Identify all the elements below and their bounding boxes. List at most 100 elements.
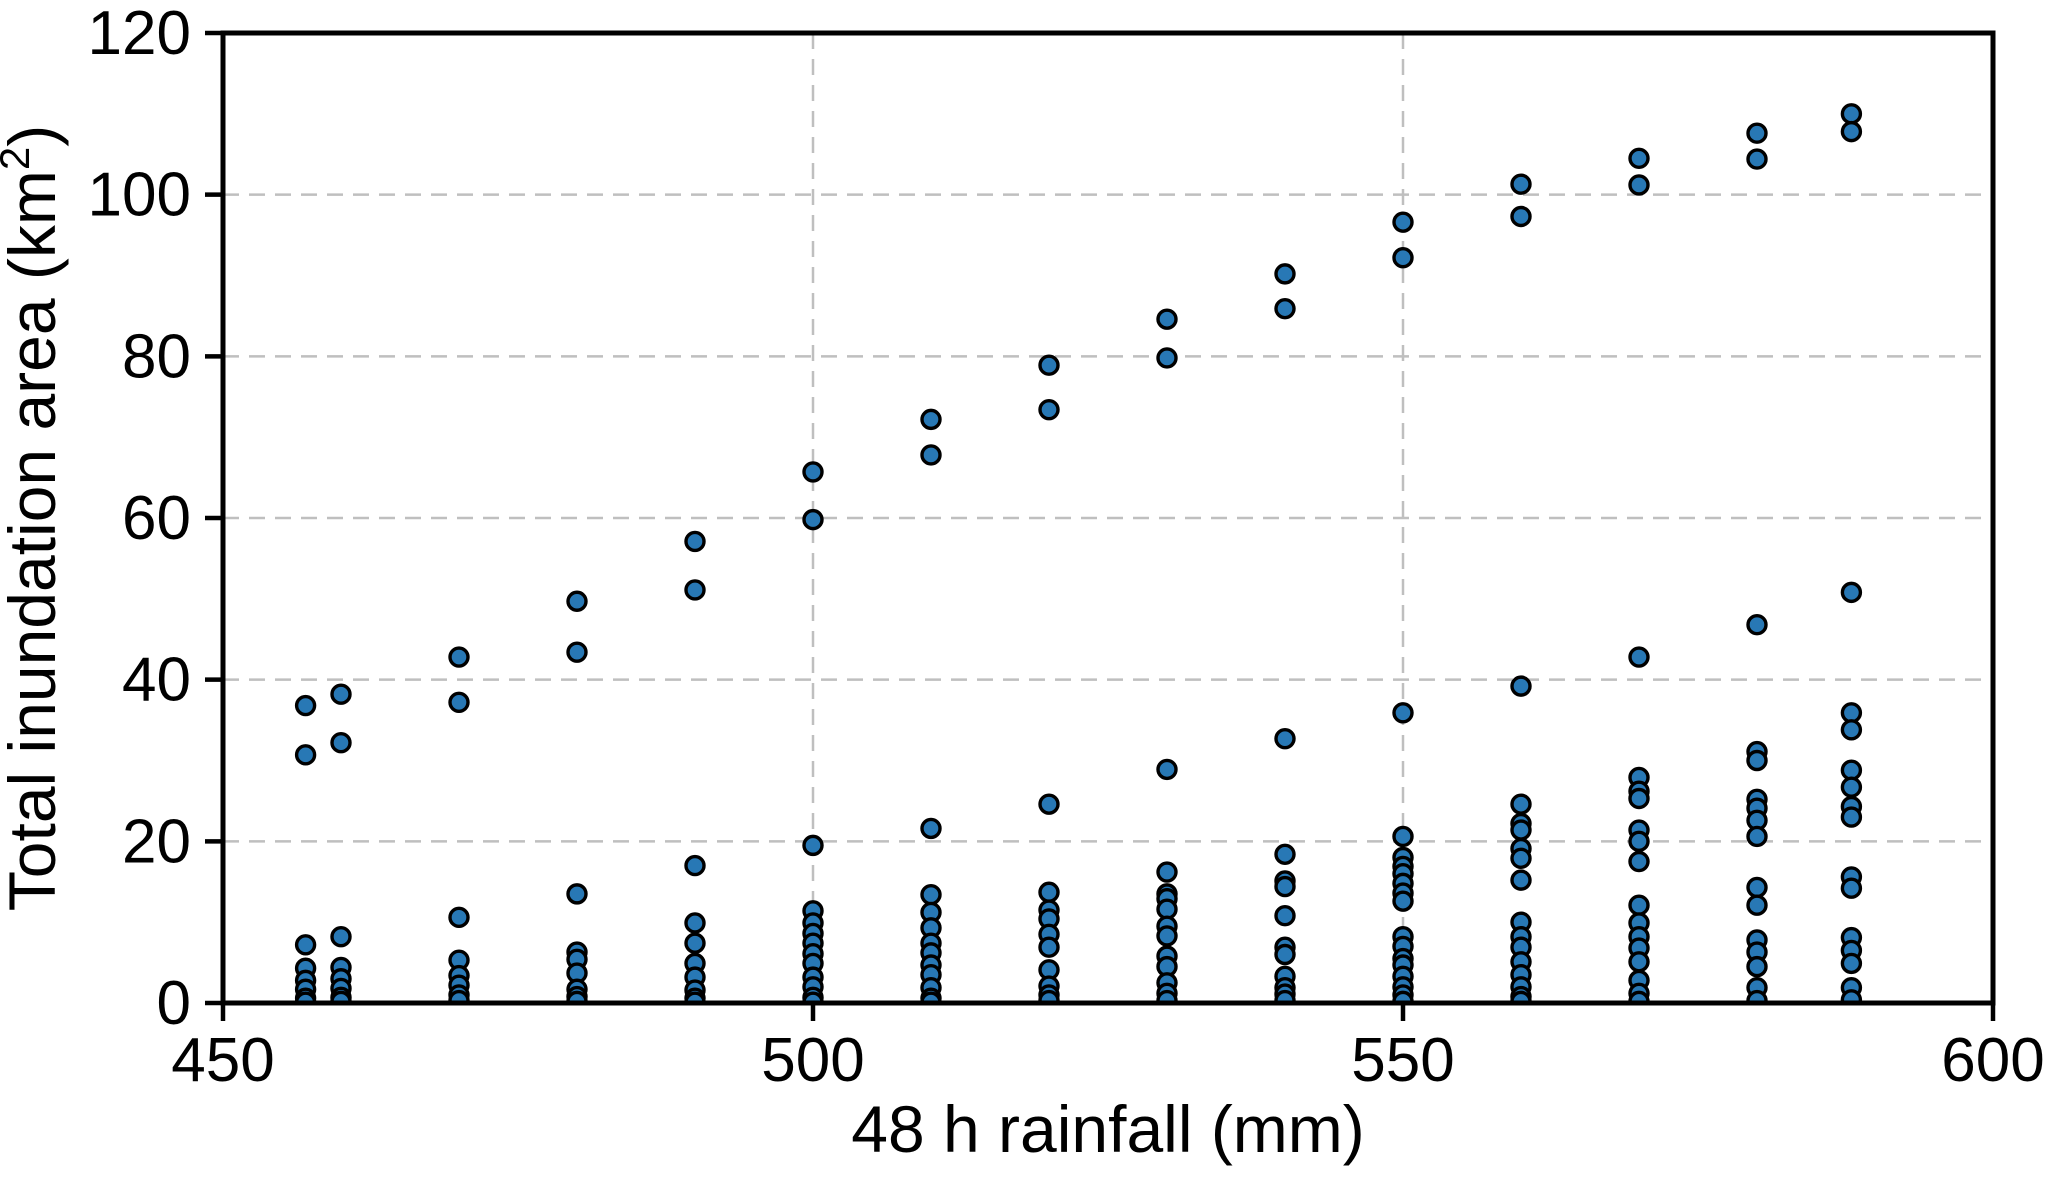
data-point (448, 691, 470, 713)
data-points (294, 103, 1863, 1003)
data-point (1840, 103, 1863, 125)
x-tick-labels: 450 500 550 600 (171, 1026, 2044, 1095)
x-tick-label: 500 (761, 1026, 864, 1095)
y-tick-label: 80 (122, 322, 191, 391)
y-tick-label: 100 (88, 161, 191, 230)
data-point (1510, 869, 1532, 891)
data-point (684, 579, 706, 601)
data-point (1746, 955, 1768, 978)
data-point (1510, 819, 1532, 841)
y-tick-label: 60 (122, 484, 191, 553)
data-point (1840, 776, 1863, 798)
y-tick-label: 20 (122, 807, 191, 876)
data-point (1628, 174, 1650, 196)
data-point (1628, 951, 1650, 973)
data-point (1746, 894, 1768, 916)
data-point (566, 641, 588, 663)
y-tick-label: 0 (157, 969, 191, 1038)
data-point (1274, 943, 1296, 966)
data-point (1156, 861, 1178, 883)
data-point (1274, 905, 1296, 927)
data-point (566, 590, 588, 612)
data-point (1510, 173, 1532, 195)
data-point (1274, 843, 1296, 865)
data-point (1746, 876, 1768, 899)
data-point (1392, 247, 1414, 269)
data-point (1038, 354, 1060, 376)
data-point (1840, 952, 1863, 975)
data-point (920, 817, 942, 840)
data-point (1628, 894, 1650, 916)
data-point (1510, 675, 1532, 697)
data-point (1746, 148, 1768, 170)
data-point (1840, 877, 1863, 899)
data-point (1274, 727, 1296, 750)
data-point (802, 508, 824, 531)
data-point (1628, 646, 1650, 668)
data-point (920, 883, 942, 906)
y-axis-label-close: ) (0, 125, 69, 147)
y-axis-label-superscript: 2 (0, 147, 38, 170)
data-point (1038, 793, 1060, 815)
data-point (1840, 989, 1863, 1003)
data-point (1274, 875, 1296, 898)
data-point (1746, 749, 1768, 772)
data-point (448, 906, 470, 929)
data-point (1038, 398, 1060, 421)
data-point (684, 912, 706, 934)
x-tick-label: 450 (171, 1026, 274, 1095)
data-point (448, 646, 470, 668)
data-point (1510, 793, 1532, 815)
data-point (1038, 881, 1060, 903)
data-point (294, 694, 317, 717)
data-point (330, 683, 352, 705)
data-point (1840, 581, 1863, 604)
data-point (1274, 297, 1296, 320)
data-point (294, 934, 317, 956)
data-point (802, 461, 824, 483)
data-point (330, 926, 352, 948)
data-point (1038, 936, 1060, 958)
data-point (566, 883, 588, 905)
data-point (1746, 122, 1768, 144)
x-tick-label: 550 (1351, 1026, 1454, 1095)
data-point (684, 530, 706, 553)
data-point (1156, 925, 1178, 947)
data-point (1628, 787, 1650, 810)
data-point (684, 932, 706, 954)
y-axis-label-text: Total inundation area (km (0, 170, 69, 911)
data-point (1628, 850, 1650, 873)
data-point (1510, 205, 1532, 228)
axis-ticks (205, 30, 1996, 1021)
data-point (330, 732, 352, 754)
data-point (1392, 825, 1414, 848)
data-point (1392, 890, 1414, 912)
data-point (1156, 758, 1178, 781)
y-tick-label: 40 (122, 646, 191, 715)
data-point (294, 744, 317, 766)
data-point (1840, 806, 1863, 828)
y-tick-labels: 0 20 40 60 80 100 120 (88, 0, 191, 1038)
data-point (1274, 263, 1296, 285)
data-point (1840, 120, 1863, 143)
y-axis-label: Total inundation area (km2) (0, 125, 69, 911)
data-point (1628, 147, 1650, 169)
data-point (1510, 847, 1532, 870)
data-point (802, 834, 824, 857)
data-point (1392, 702, 1414, 724)
data-point (1156, 347, 1178, 369)
data-point (1746, 614, 1768, 636)
data-point (684, 854, 706, 877)
data-point (1840, 719, 1863, 741)
data-point (1156, 308, 1178, 330)
data-point (1746, 825, 1768, 848)
x-tick-label: 600 (1941, 1026, 2044, 1095)
gridlines (223, 33, 1993, 1003)
y-tick-label: 120 (88, 0, 191, 68)
data-point (1628, 830, 1650, 853)
x-axis-label: 48 h rainfall (mm) (851, 1092, 1364, 1166)
data-point (920, 444, 942, 466)
data-point (920, 408, 942, 431)
